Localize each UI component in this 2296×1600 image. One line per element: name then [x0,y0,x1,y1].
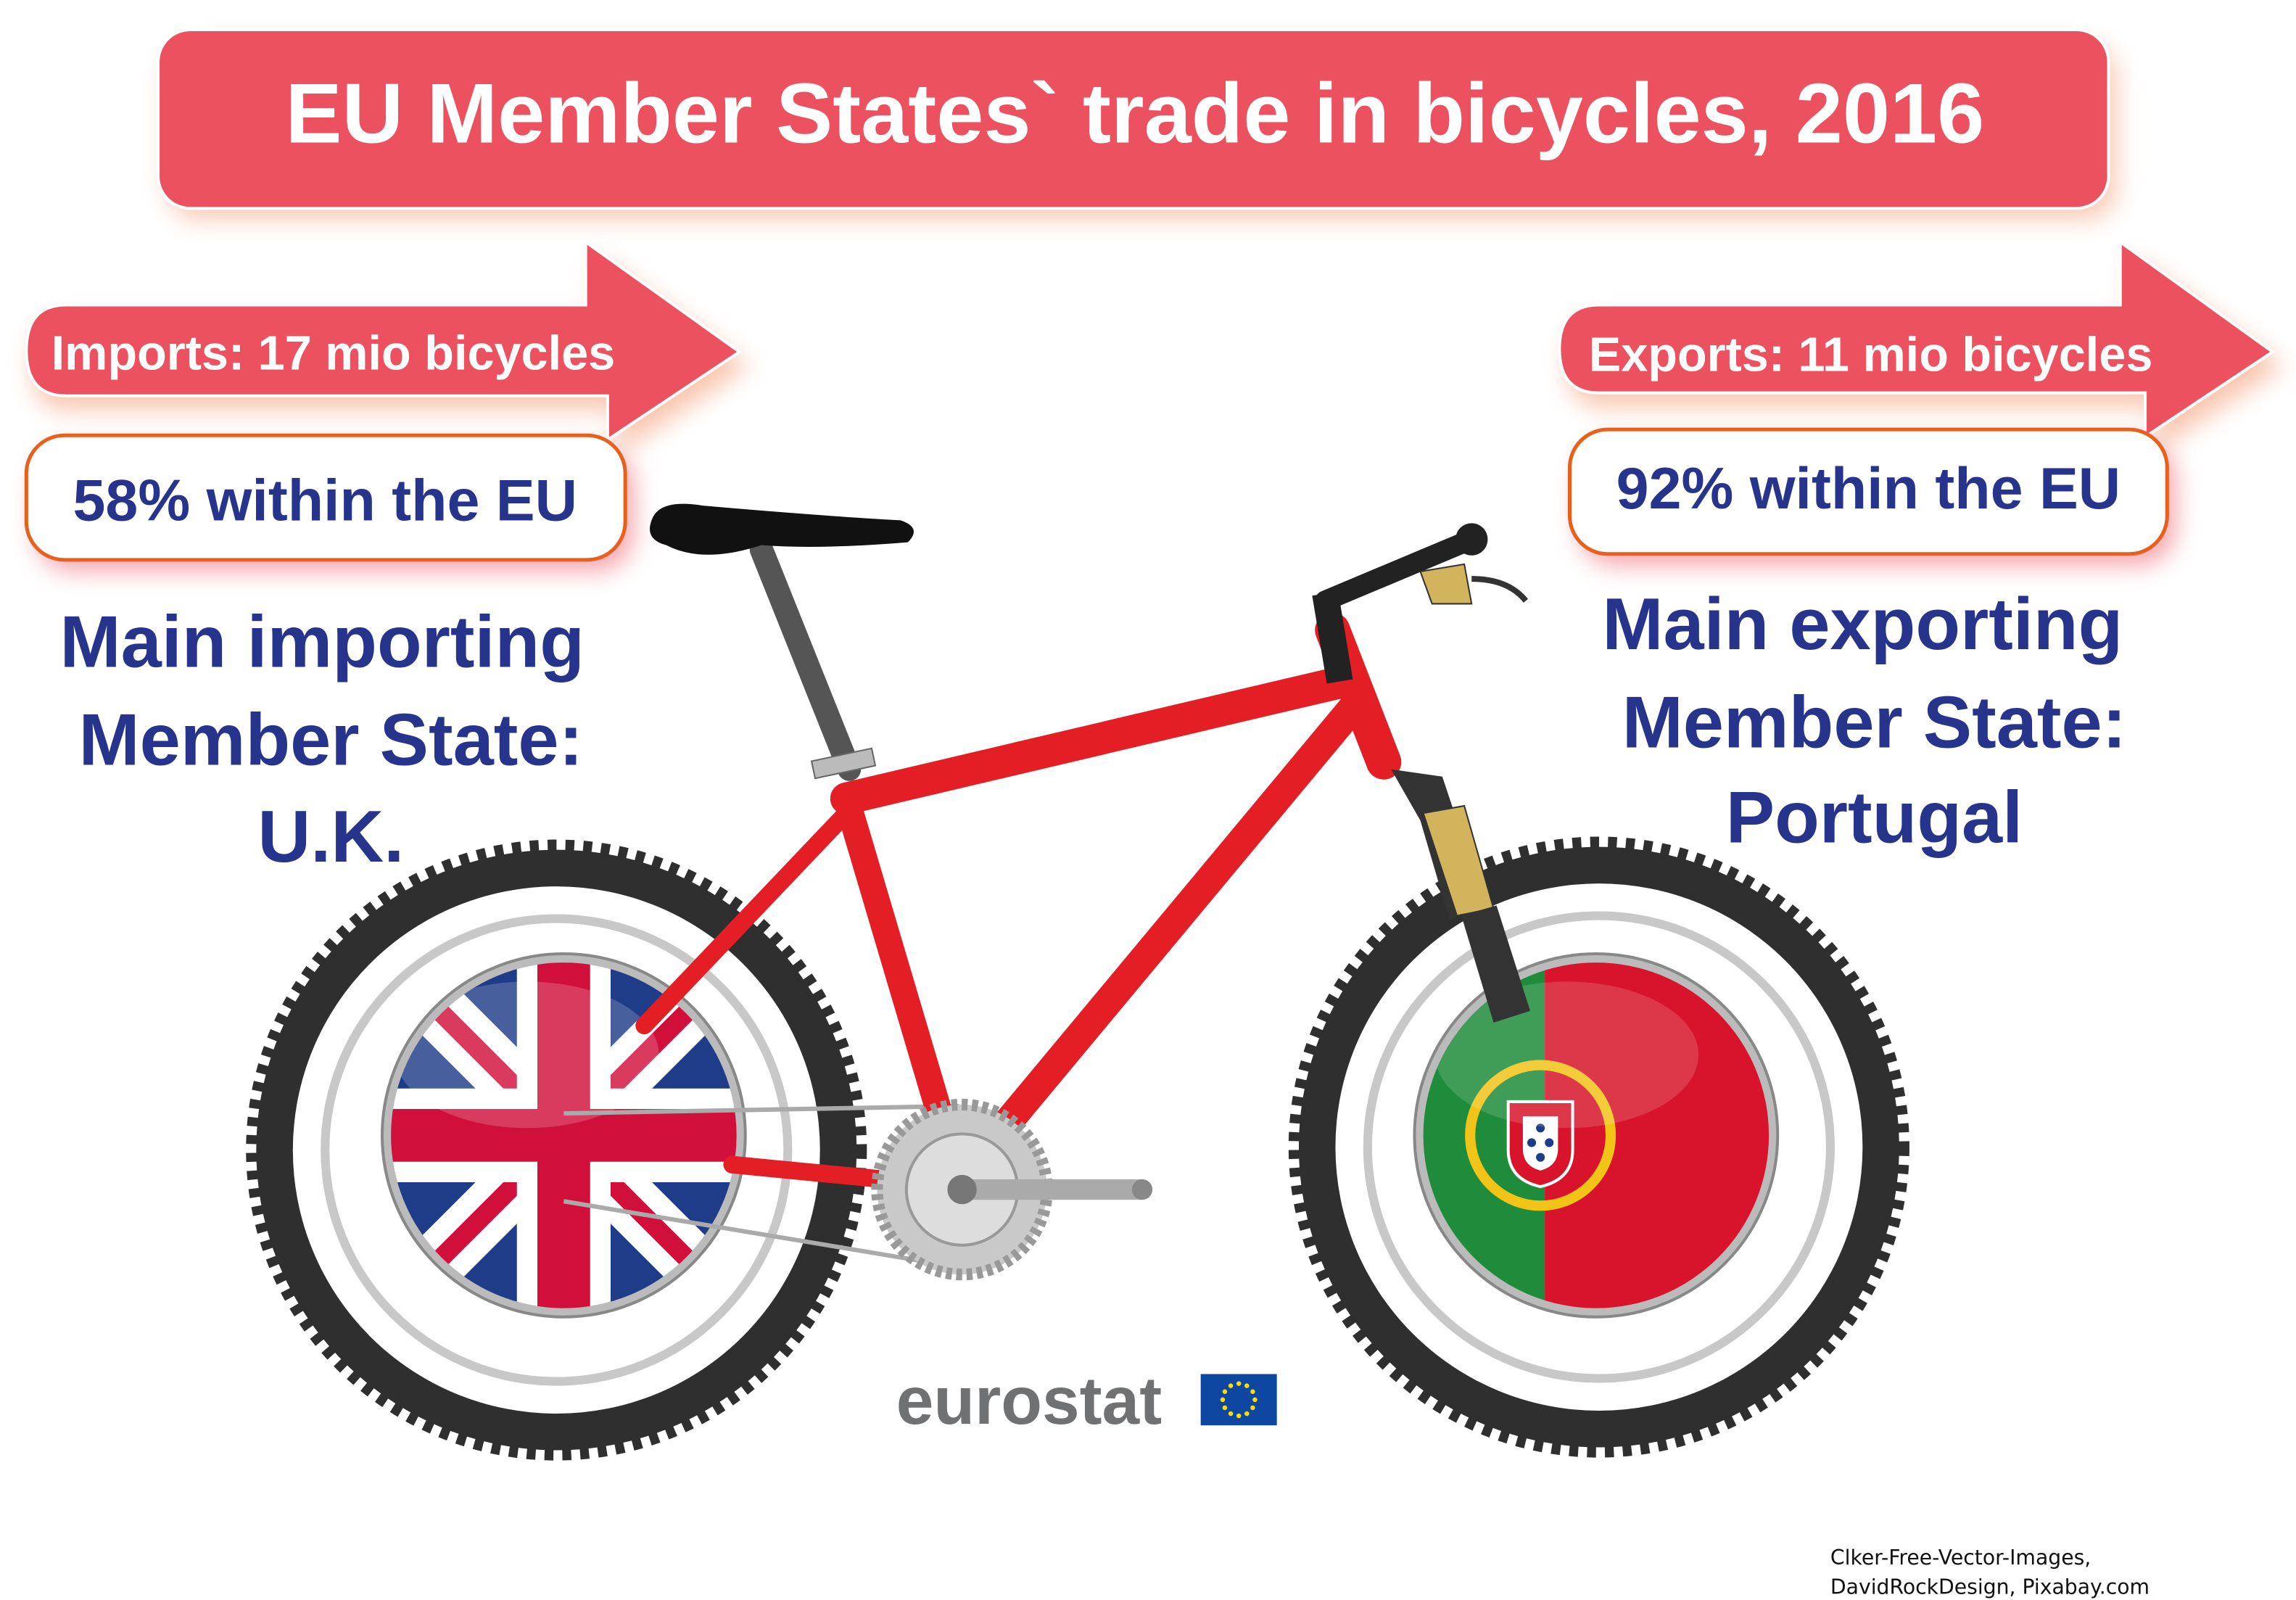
bicycle-illustration [246,503,1909,1461]
eu-star [1244,1383,1250,1388]
main-exporter-line2: Member State: [1622,682,2127,763]
eu-star [1222,1389,1228,1394]
eurostat-logo: eurostat [896,1363,1277,1438]
chainring [871,1098,1153,1281]
imports-within-eu: 58% within the EU [73,468,577,533]
eu-star [1250,1389,1255,1394]
main-exporter-line1: Main exporting [1602,584,2123,665]
title-banner: EU Member States` trade in bicycles, 201… [157,28,2118,220]
eu-star [1220,1397,1226,1403]
exports-label: Exports: 11 mio bicycles [1589,328,2153,382]
exports-arrow: Exports: 11 mio bicycles [1558,239,2284,452]
exports-within-eu: 92% within the EU [1616,456,2121,521]
image-credit-line2: DavidRockDesign, Pixabay.com [1830,1575,2150,1599]
eu-flag-icon [1200,1374,1277,1426]
eu-star [1244,1411,1250,1417]
united-kingdom-flag [380,952,747,1319]
eu-star [1222,1405,1228,1411]
page-title: EU Member States` trade in bicycles, 201… [285,65,1984,160]
seat-post [749,537,862,781]
main-importer-line2: Member State: [79,700,584,781]
eu-star [1236,1413,1242,1419]
eu-star [1236,1381,1242,1386]
eu-star [1252,1397,1258,1403]
eu-star [1250,1405,1255,1411]
main-importer: Main importing Member State: U.K. [60,601,585,878]
saddle [649,503,914,555]
imports-label: Imports: 17 mio bicycles [51,326,616,380]
main-exporter-country: Portugal [1726,778,2023,859]
handlebar [1315,529,1482,611]
main-importer-country: U.K. [257,796,404,878]
exports-within-eu-box: 92% within the EU [1567,427,2176,566]
image-credit-line1: Clker-Free-Vector-Images, [1830,1546,2091,1570]
eurostat-logo-text: eurostat [896,1363,1162,1438]
imports-arrow: Imports: 17 mio bicycles [25,239,750,455]
eu-star [1228,1411,1234,1417]
main-importer-line1: Main importing [60,601,585,683]
eu-star [1228,1383,1234,1388]
main-exporter: Main exporting Member State: Portugal [1602,584,2126,859]
imports-within-eu-box: 58% within the EU [24,433,635,572]
